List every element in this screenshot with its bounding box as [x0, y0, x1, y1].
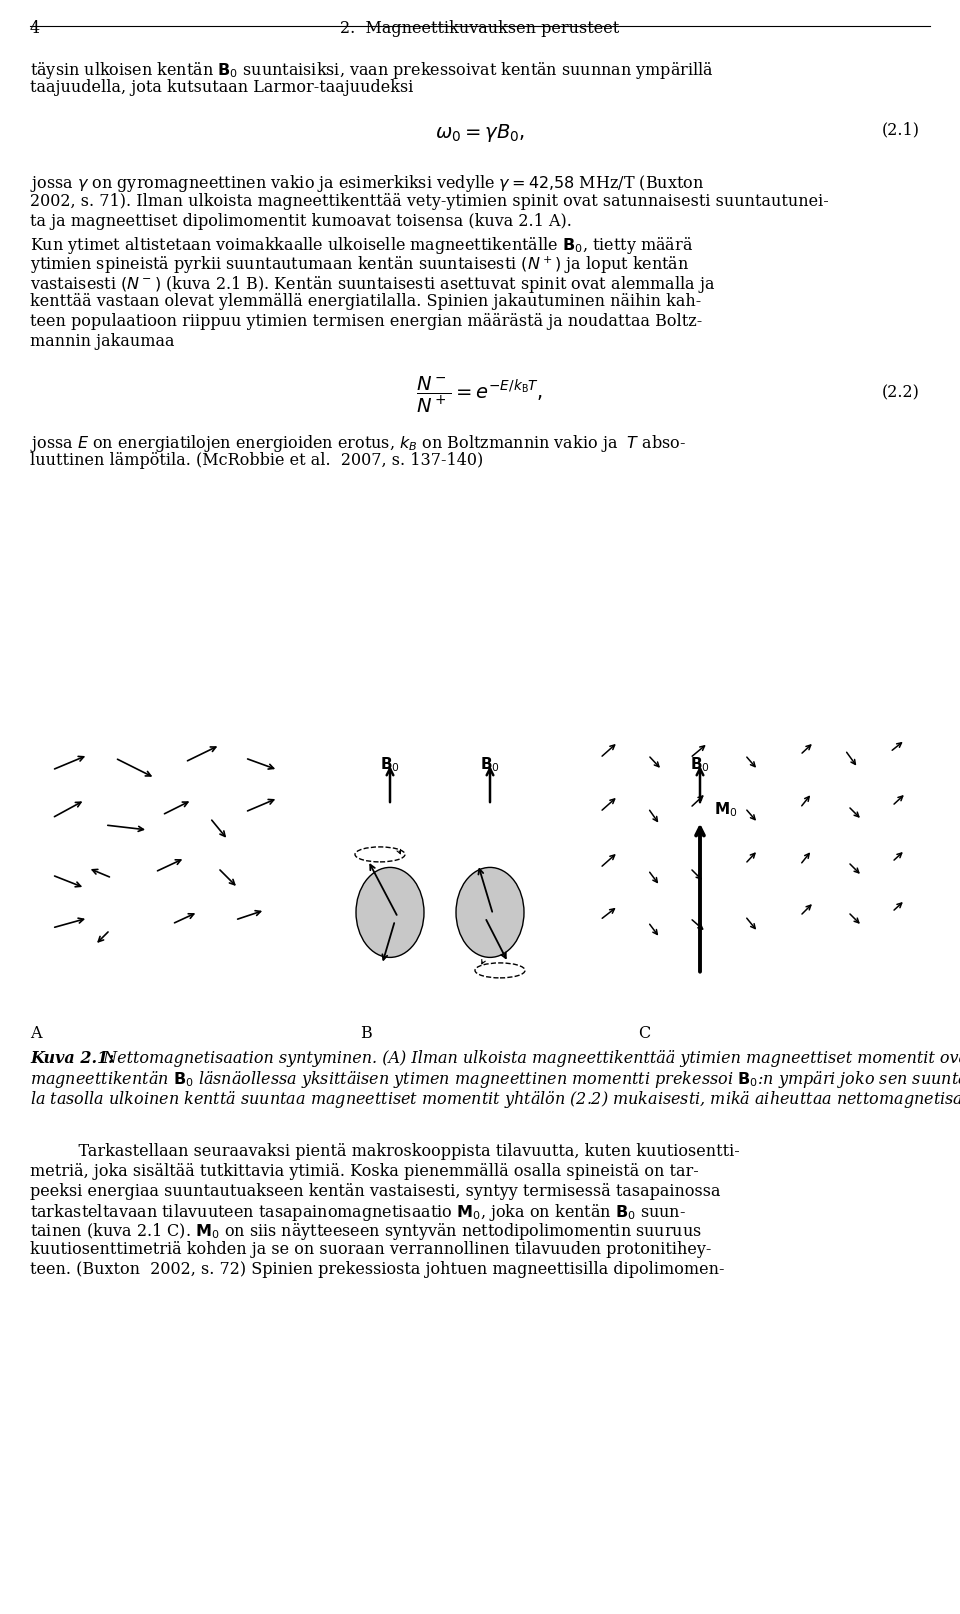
- Text: la tasolla ulkoinen kenttä suuntaa magneettiset momentit yhtälön (2.2) mukaisest: la tasolla ulkoinen kenttä suuntaa magne…: [30, 1089, 960, 1110]
- Text: luuttinen lämpötila. (McRobbie et al.  2007, s. 137-140): luuttinen lämpötila. (McRobbie et al. 20…: [30, 452, 483, 470]
- Text: B: B: [360, 1025, 372, 1043]
- Text: täysin ulkoisen kentän $\mathbf{B}_0$ suuntaisiksi, vaan prekessoivat kentän suu: täysin ulkoisen kentän $\mathbf{B}_0$ su…: [30, 60, 713, 81]
- Text: vastaisesti $(N^-)$ (kuva 2.1 B). Kentän suuntaisesti asettuvat spinit ovat alem: vastaisesti $(N^-)$ (kuva 2.1 B). Kentän…: [30, 274, 715, 295]
- Text: ytimien spineistä pyrkii suuntautumaan kentän suuntaisesti $(N^+)$ ja loput kent: ytimien spineistä pyrkii suuntautumaan k…: [30, 255, 689, 276]
- Text: Kuva 2.1:: Kuva 2.1:: [30, 1051, 114, 1067]
- Text: $\mathbf{B}_0$: $\mathbf{B}_0$: [380, 755, 400, 773]
- Text: kuutiosenttimetriä kohden ja se on suoraan verrannollinen tilavuuden protonitihe: kuutiosenttimetriä kohden ja se on suora…: [30, 1241, 711, 1257]
- Text: (2.2): (2.2): [882, 384, 920, 402]
- Ellipse shape: [456, 867, 524, 957]
- Text: Nettomagnetisaation syntyminen. (A) Ilman ulkoista magneettikenttää ytimien magn: Nettomagnetisaation syntyminen. (A) Ilma…: [98, 1051, 960, 1067]
- Text: $\mathbf{B}_0$: $\mathbf{B}_0$: [690, 755, 710, 773]
- Text: mannin jakaumaa: mannin jakaumaa: [30, 332, 175, 350]
- Text: ta ja magneettiset dipolimomentit kumoavat toisensa (kuva 2.1 A).: ta ja magneettiset dipolimomentit kumoav…: [30, 213, 572, 229]
- Ellipse shape: [356, 867, 424, 957]
- Text: Kun ytimet altistetaan voimakkaalle ulkoiselle magneettikentälle $\mathbf{B}_0$,: Kun ytimet altistetaan voimakkaalle ulko…: [30, 236, 693, 257]
- Text: taajuudella, jota kutsutaan Larmor-taajuudeksi: taajuudella, jota kutsutaan Larmor-taaju…: [30, 79, 414, 97]
- Text: teen. (Buxton  2002, s. 72) Spinien prekessiosta johtuen magneettisilla dipolimo: teen. (Buxton 2002, s. 72) Spinien preke…: [30, 1261, 725, 1278]
- Text: $\mathbf{M}_0$: $\mathbf{M}_0$: [714, 801, 737, 818]
- Text: A: A: [30, 1025, 41, 1043]
- Text: peeksi energiaa suuntautuakseen kentän vastaisesti, syntyy termisessä tasapainos: peeksi energiaa suuntautuakseen kentän v…: [30, 1183, 721, 1199]
- Text: Tarkastellaan seuraavaksi pientä makroskooppista tilavuutta, kuten kuutiosentti-: Tarkastellaan seuraavaksi pientä makrosk…: [58, 1143, 740, 1160]
- Text: metriä, joka sisältää tutkittavia ytimiä. Koska pienemmällä osalla spineistä on : metriä, joka sisältää tutkittavia ytimiä…: [30, 1164, 699, 1180]
- Text: $\omega_0 = \gamma B_0,$: $\omega_0 = \gamma B_0,$: [435, 121, 525, 144]
- Text: magneettikentän $\mathbf{B}_0$ läsnäollessa yksittäisen ytimen magneettinen mome: magneettikentän $\mathbf{B}_0$ läsnäolle…: [30, 1070, 960, 1091]
- Text: tarkasteltavaan tilavuuteen tasapainomagnetisaatio $\mathbf{M}_0$, joka on kentä: tarkasteltavaan tilavuuteen tasapainomag…: [30, 1202, 686, 1223]
- Text: teen populaatioon riippuu ytimien termisen energian määrästä ja noudattaa Boltz-: teen populaatioon riippuu ytimien termis…: [30, 313, 703, 329]
- Text: jossa $\gamma$ on gyromagneettinen vakio ja esimerkiksi vedylle $\gamma = 42{,}5: jossa $\gamma$ on gyromagneettinen vakio…: [30, 173, 704, 195]
- Text: $\mathbf{B}_0$: $\mathbf{B}_0$: [480, 755, 500, 773]
- Text: 2002, s. 71). Ilman ulkoista magneettikenttää vety-ytimien spinit ovat satunnais: 2002, s. 71). Ilman ulkoista magneettike…: [30, 194, 828, 210]
- Text: kenttää vastaan olevat ylemmällä energiatilalla. Spinien jakautuminen näihin kah: kenttää vastaan olevat ylemmällä energia…: [30, 294, 701, 310]
- Text: jossa $E$ on energiatilojen energioiden erotus, $k_B$ on Boltzmannin vakio ja  $: jossa $E$ on energiatilojen energioiden …: [30, 433, 686, 454]
- Text: 2.  Magneettikuvauksen perusteet: 2. Magneettikuvauksen perusteet: [341, 19, 619, 37]
- Text: C: C: [638, 1025, 650, 1043]
- Text: (2.1): (2.1): [882, 121, 920, 139]
- Text: tainen (kuva 2.1 C). $\mathbf{M}_0$ on siis näytteeseen syntyvän nettodipolimome: tainen (kuva 2.1 C). $\mathbf{M}_0$ on s…: [30, 1222, 702, 1243]
- Text: 4: 4: [30, 19, 40, 37]
- Text: $\dfrac{N^-}{N^+} = e^{-E/k_{\mathrm{B}}T},$: $\dfrac{N^-}{N^+} = e^{-E/k_{\mathrm{B}}…: [417, 374, 543, 415]
